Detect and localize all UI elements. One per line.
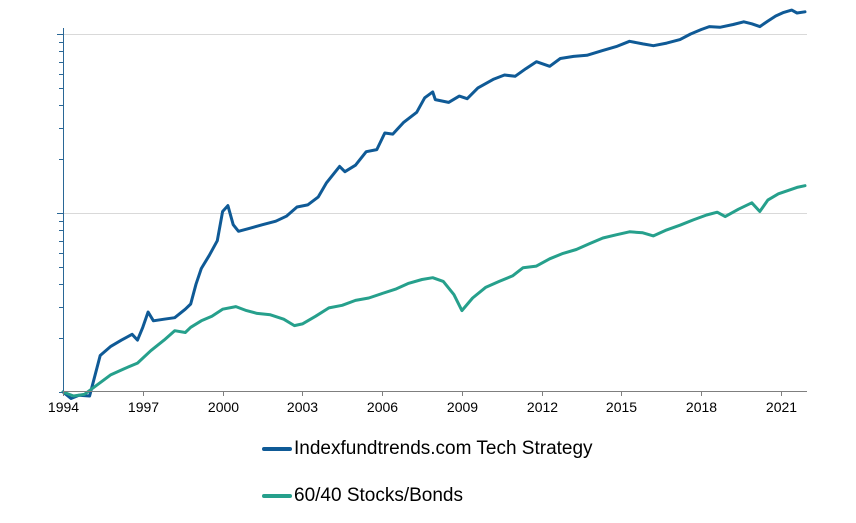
legend-item-stocks-bonds: 60/40 Stocks/Bonds [262, 484, 742, 508]
gridlines [63, 34, 807, 214]
x-tick-label-1994: 1994 [48, 399, 79, 415]
x-tick-label-2015: 2015 [606, 399, 637, 415]
axes: 1994 1997 2000 2003 2006 2009 2012 2015 2018 2021 [48, 28, 807, 415]
series-line-tech-strategy [61, 8, 807, 400]
legend-swatch-tech-strategy [262, 447, 292, 451]
legend-label-tech-strategy: Indexfundtrends.com Tech Strategy [294, 438, 593, 459]
x-tick-label-2018: 2018 [686, 399, 717, 415]
legend-swatch-stocks-bonds [262, 494, 292, 498]
series-line-stocks-bonds [61, 184, 807, 398]
x-tick-label-2009: 2009 [447, 399, 478, 415]
x-tick-label-2003: 2003 [287, 399, 318, 415]
x-tick-label-2006: 2006 [367, 399, 398, 415]
legend-label-stocks-bonds: 60/40 Stocks/Bonds [294, 485, 463, 506]
series-lines [61, 8, 807, 400]
legend-item-tech-strategy: Indexfundtrends.com Tech Strategy [262, 437, 742, 461]
x-tick-label-2000: 2000 [208, 399, 239, 415]
x-tick-label-1997: 1997 [128, 399, 159, 415]
x-tick-label-2012: 2012 [527, 399, 558, 415]
x-tick-label-2021: 2021 [766, 399, 797, 415]
